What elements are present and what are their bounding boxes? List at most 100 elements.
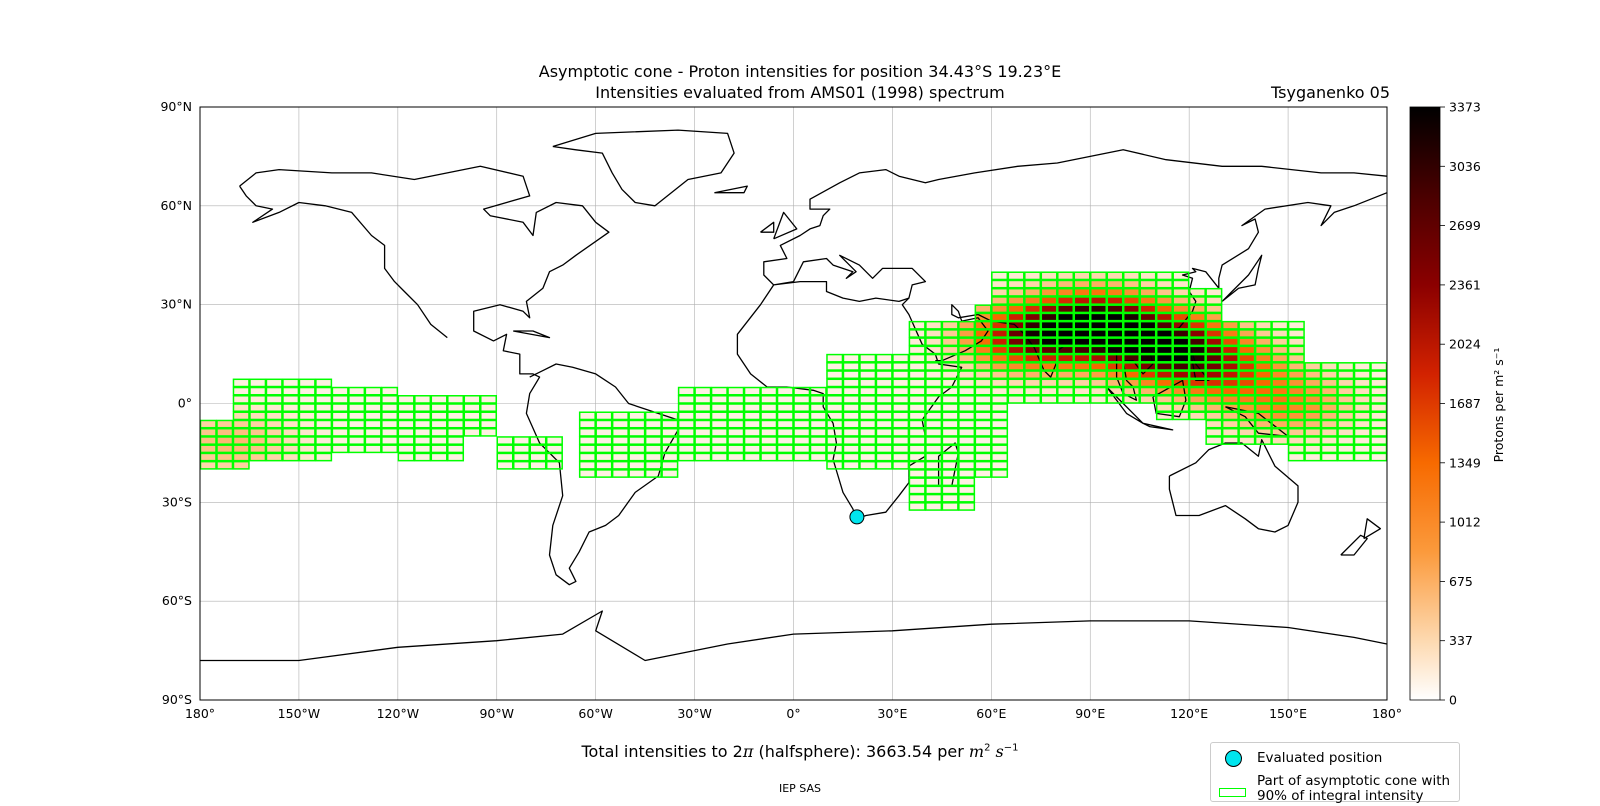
cone-cell	[480, 403, 497, 412]
cone-cell	[1304, 386, 1322, 396]
cone-cell	[1106, 378, 1124, 388]
heat-cell	[1354, 378, 1371, 388]
cone-cell	[430, 427, 448, 437]
cone-cell	[578, 460, 596, 470]
heat-cell	[1123, 354, 1140, 363]
heat-cell	[480, 419, 497, 429]
heat-cell	[298, 452, 316, 462]
heat-cell	[826, 452, 843, 462]
heat-cell	[1255, 403, 1272, 412]
cone-cell	[496, 452, 514, 462]
heat-cell	[1271, 378, 1289, 388]
heat-cell	[430, 403, 448, 412]
cone-cell	[1139, 378, 1157, 388]
cone-cell	[892, 411, 910, 421]
map-frame	[199, 106, 1388, 701]
heat-cell	[645, 444, 662, 453]
cone-cell	[760, 427, 778, 437]
heat-cell	[991, 354, 1008, 363]
legend-cone-label-1: Part of asymptotic cone with	[1257, 773, 1451, 789]
intensity-heatmap	[200, 271, 1387, 511]
heat-cell	[1321, 387, 1338, 396]
cone-cell	[282, 436, 300, 445]
heat-cell	[1007, 354, 1025, 363]
cone-cell	[974, 329, 992, 338]
cone-cell	[1007, 329, 1025, 338]
cone-cell	[958, 386, 976, 396]
cone-cell	[908, 477, 926, 487]
cone-cell	[381, 395, 399, 404]
heat-cell	[595, 428, 613, 437]
heat-cell	[777, 428, 794, 437]
heat-cell	[265, 419, 283, 429]
cone-cell	[941, 436, 959, 445]
cone-cell	[1155, 411, 1173, 421]
colorbar-tick-label: 2361	[1449, 277, 1481, 292]
cone-cell	[1057, 362, 1075, 371]
heat-cell	[1139, 337, 1157, 346]
cone-cell	[1122, 287, 1140, 297]
heat-cell	[414, 403, 431, 412]
heat-cell	[315, 403, 332, 412]
heat-cell	[414, 411, 431, 420]
heat-cell	[958, 428, 975, 437]
cone-cell	[1090, 386, 1107, 396]
cone-cell	[743, 403, 761, 412]
heat-cell	[842, 370, 860, 379]
heat-cell	[908, 477, 926, 486]
heat-cell	[1007, 279, 1025, 289]
heat-cell	[958, 403, 975, 412]
cone-cell	[925, 477, 943, 487]
cone-cell	[1155, 271, 1173, 281]
heat-cell	[711, 444, 728, 453]
cone-cell	[265, 386, 283, 396]
lon-tick-label: 180°	[1372, 706, 1402, 721]
cone-cell	[1320, 378, 1338, 388]
heat-cell	[381, 403, 398, 412]
cone-cell	[958, 353, 976, 363]
heat-cell	[1007, 387, 1025, 396]
heat-cell	[1040, 395, 1058, 404]
cone-cell	[958, 485, 976, 495]
cone-cell	[249, 386, 267, 396]
cone-cell	[331, 411, 349, 421]
cone-cell	[1254, 362, 1272, 371]
heat-cell	[1106, 304, 1124, 313]
heat-cell	[381, 411, 398, 420]
coastline	[1142, 422, 1174, 431]
heat-cell	[1288, 387, 1305, 396]
heat-cell	[711, 387, 728, 396]
lon-tick-label: 90°E	[1075, 706, 1105, 721]
heat-cell	[1288, 403, 1305, 412]
cone-cell	[941, 370, 959, 380]
heat-cell	[1304, 403, 1322, 412]
cone-cell	[892, 444, 910, 454]
cone-cell	[414, 452, 432, 462]
cone-cell	[1353, 378, 1371, 388]
cone-cell	[397, 403, 415, 412]
heat-cell	[1106, 362, 1124, 371]
cone-cell	[991, 279, 1009, 289]
cone-cell	[628, 460, 646, 470]
heat-cell	[1321, 452, 1338, 462]
cone-cell	[842, 452, 860, 462]
heat-cell	[1040, 321, 1058, 330]
heat-cell	[941, 477, 959, 486]
cone-cell	[677, 403, 695, 412]
heat-cell	[1271, 387, 1289, 396]
heat-cell	[216, 444, 233, 453]
cone-cell	[1106, 353, 1124, 363]
cone-cell	[1337, 403, 1355, 412]
cone-cell	[991, 395, 1009, 404]
heat-cell	[958, 395, 975, 404]
coastline	[1188, 343, 1210, 382]
heat-cell	[447, 403, 464, 412]
cone-cell	[1155, 403, 1173, 412]
cone-cell	[1106, 386, 1124, 396]
heat-cell	[1106, 395, 1124, 404]
heat-cell	[925, 395, 942, 404]
cone-cell	[1057, 386, 1075, 396]
heat-cell	[1205, 428, 1223, 437]
cone-cell	[1304, 436, 1322, 445]
heat-cell	[991, 436, 1008, 445]
